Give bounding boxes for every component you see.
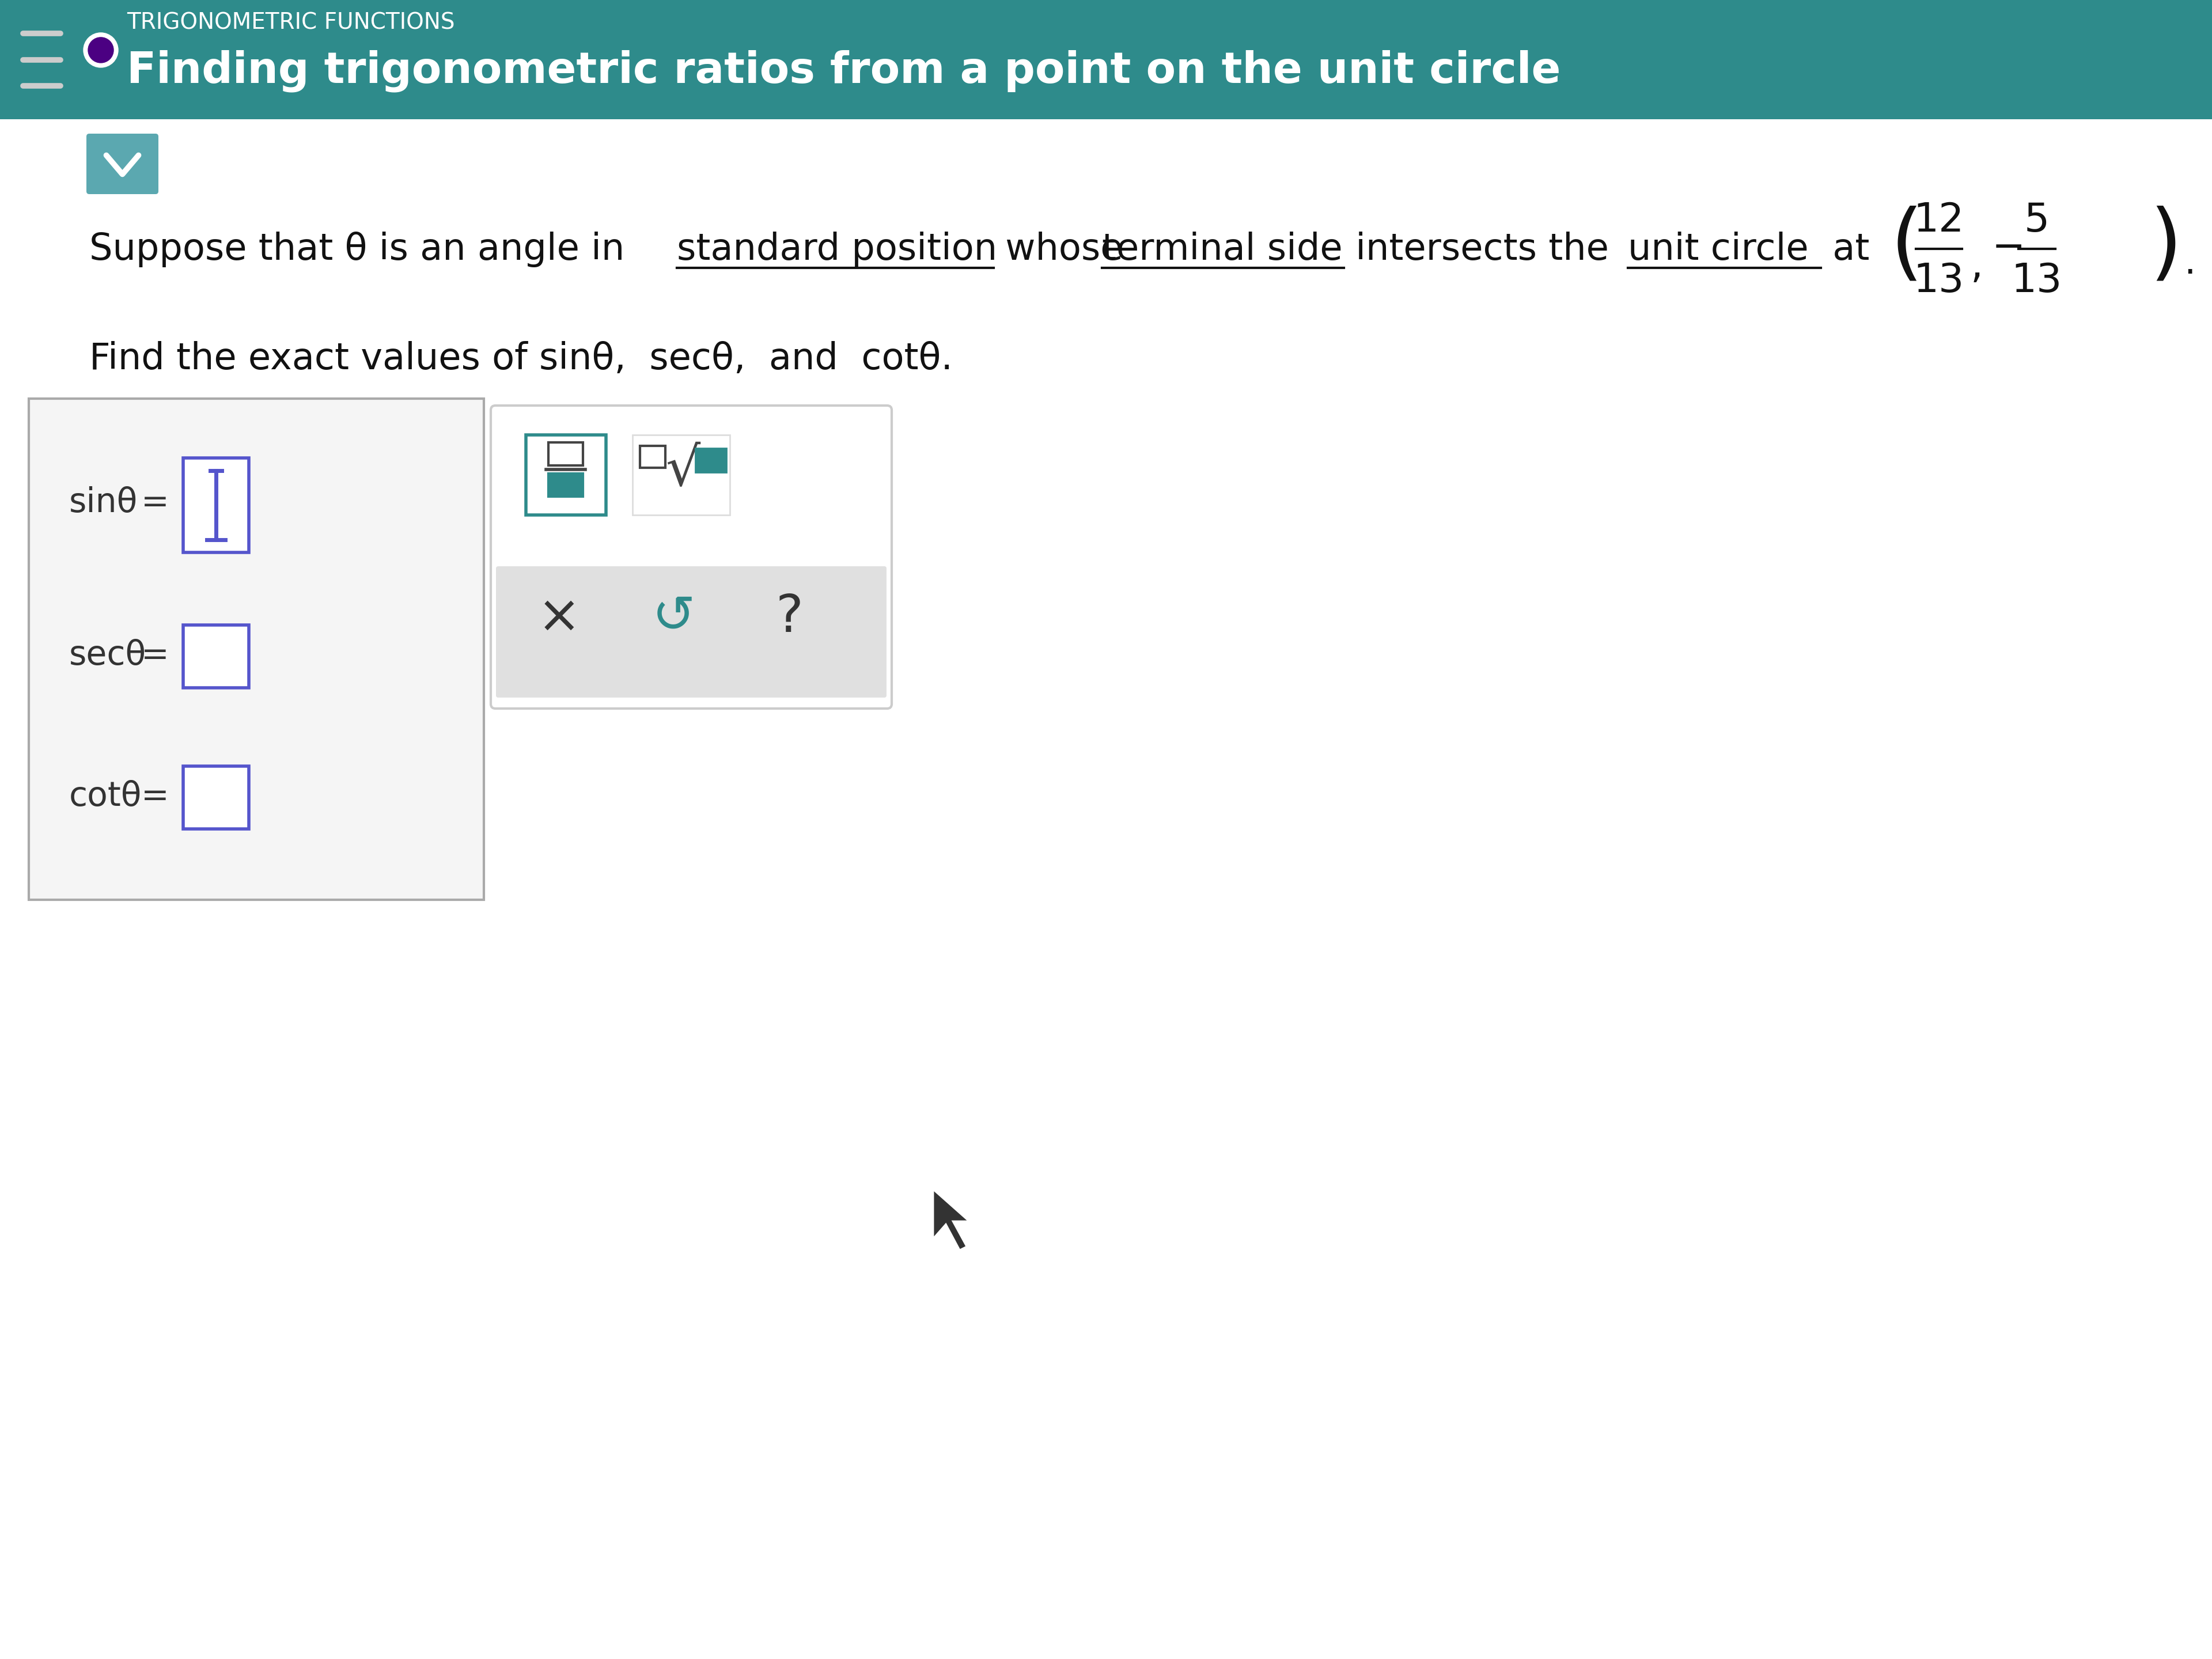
Text: 13: 13	[2011, 260, 2062, 300]
Text: −: −	[1993, 227, 2026, 267]
Text: =: =	[142, 780, 168, 813]
FancyBboxPatch shape	[184, 625, 248, 688]
Text: ↺: ↺	[653, 592, 697, 644]
Text: ?: ?	[776, 592, 803, 644]
Text: =: =	[142, 486, 168, 519]
FancyBboxPatch shape	[549, 473, 584, 496]
Text: whose: whose	[993, 232, 1135, 267]
Circle shape	[84, 33, 117, 68]
Text: √: √	[666, 445, 699, 498]
Text: (: (	[1889, 206, 1922, 287]
FancyBboxPatch shape	[526, 435, 606, 514]
Text: 5: 5	[2024, 201, 2051, 239]
Text: ,: ,	[1971, 247, 1984, 285]
Text: Suppose that θ is an angle in: Suppose that θ is an angle in	[88, 232, 637, 267]
Text: ): )	[2150, 206, 2181, 287]
FancyBboxPatch shape	[495, 566, 887, 697]
FancyBboxPatch shape	[633, 435, 730, 514]
Circle shape	[88, 38, 113, 63]
Text: terminal side: terminal side	[1102, 232, 1343, 267]
FancyBboxPatch shape	[0, 119, 2212, 1659]
Text: Finding trigonometric ratios from a point on the unit circle: Finding trigonometric ratios from a poin…	[126, 50, 1562, 93]
Polygon shape	[933, 1190, 969, 1249]
Text: unit circle: unit circle	[1628, 232, 1809, 267]
Text: ×: ×	[538, 592, 580, 644]
Text: cotθ: cotθ	[69, 780, 142, 813]
Text: 13: 13	[1913, 260, 1964, 300]
FancyBboxPatch shape	[184, 766, 248, 830]
Text: .: .	[2183, 246, 2197, 280]
Text: =: =	[142, 639, 168, 672]
Text: Find the exact values of sinθ,  secθ,  and  cotθ.: Find the exact values of sinθ, secθ, and…	[88, 342, 953, 377]
Text: intersects the: intersects the	[1345, 232, 1621, 267]
Text: at: at	[1820, 232, 1869, 267]
Text: standard position: standard position	[677, 232, 998, 267]
FancyBboxPatch shape	[695, 448, 726, 473]
FancyBboxPatch shape	[549, 443, 584, 466]
FancyBboxPatch shape	[184, 458, 248, 552]
FancyBboxPatch shape	[491, 405, 891, 708]
FancyBboxPatch shape	[86, 134, 159, 194]
FancyBboxPatch shape	[29, 398, 484, 899]
FancyBboxPatch shape	[0, 0, 2212, 119]
Text: TRIGONOMETRIC FUNCTIONS: TRIGONOMETRIC FUNCTIONS	[126, 12, 456, 33]
Text: sinθ: sinθ	[69, 486, 137, 519]
Text: 12: 12	[1913, 201, 1964, 239]
Text: secθ: secθ	[69, 639, 146, 672]
FancyBboxPatch shape	[639, 446, 666, 468]
